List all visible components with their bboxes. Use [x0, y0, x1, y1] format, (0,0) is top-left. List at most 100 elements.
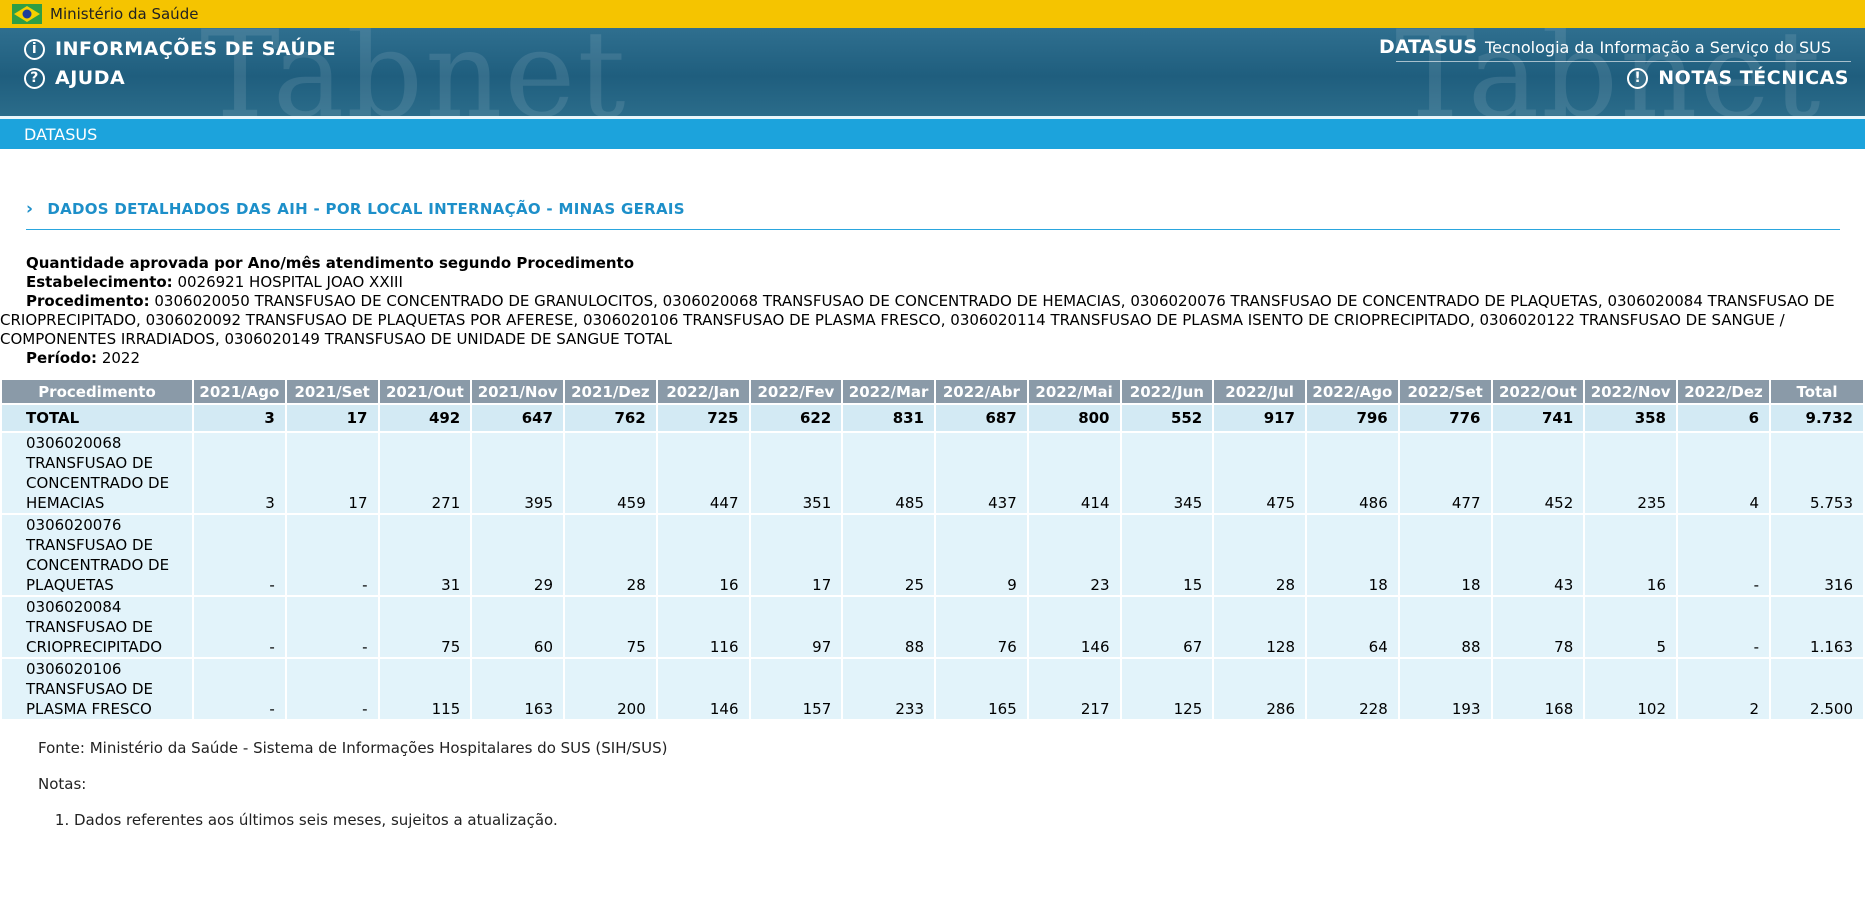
proc-label: Procedimento: — [26, 292, 150, 310]
column-header: Procedimento — [2, 380, 192, 403]
column-header: 2022/Jan — [657, 380, 749, 403]
table-cell: 235 — [1585, 433, 1676, 513]
section-divider — [26, 229, 1840, 230]
period-label: Período: — [26, 349, 98, 367]
table-cell: 200 — [565, 659, 656, 719]
table-cell: 271 — [379, 433, 471, 513]
table-row: 0306020076 TRANSFUSAO DE CONCENTRADO DE … — [2, 515, 1863, 595]
help-link[interactable]: ? AJUDA — [24, 67, 125, 89]
table-cell: 28 — [1214, 515, 1305, 595]
column-header: 2022/Set — [1399, 380, 1491, 403]
table-cell: 725 — [657, 405, 749, 431]
column-header: 2022/Mai — [1028, 380, 1120, 403]
watermark-left: Tabnet — [200, 28, 628, 116]
datasus-strip-link[interactable]: DATASUS — [24, 124, 98, 144]
table-cell: - — [194, 659, 285, 719]
proc-value: 0306020050 TRANSFUSAO DE CONCENTRADO DE … — [0, 292, 1835, 348]
row-label: TOTAL — [2, 405, 192, 431]
table-cell: 776 — [1399, 405, 1491, 431]
table-cell: 193 — [1399, 659, 1491, 719]
table-cell: - — [286, 597, 378, 657]
table-cell: 102 — [1585, 659, 1676, 719]
table-cell: 552 — [1121, 405, 1213, 431]
table-cell: - — [194, 597, 285, 657]
datasus-strip: DATASUS — [0, 116, 1865, 149]
datasus-title[interactable]: DATASUS Tecnologia da Informação a Serviç… — [1379, 36, 1831, 58]
brazil-flag-icon — [12, 4, 42, 24]
table-cell: 3 — [194, 405, 285, 431]
notas-tecnicas-label: NOTAS TÉCNICAS — [1658, 67, 1849, 89]
column-header: 2021/Set — [286, 380, 378, 403]
table-header-row: Procedimento 2021/Ago 2021/Set 2021/Out 2021… — [2, 380, 1863, 403]
column-header: 2022/Jul — [1214, 380, 1305, 403]
column-header: 2022/Abr — [936, 380, 1027, 403]
table-cell: 647 — [472, 405, 563, 431]
info-saude-label: INFORMAÇÕES DE SAÚDE — [55, 38, 337, 60]
table-cell: 492 — [379, 405, 471, 431]
table-cell: 17 — [286, 433, 378, 513]
table-cell: 78 — [1492, 597, 1584, 657]
table-cell: 67 — [1121, 597, 1213, 657]
datasus-brand: DATASUS — [1379, 36, 1478, 58]
footer: Fonte: Ministério da Saúde - Sistema de … — [38, 739, 1865, 829]
table-cell: 75 — [565, 597, 656, 657]
column-header: 2022/Out — [1492, 380, 1584, 403]
column-header: 2022/Fev — [750, 380, 842, 403]
watermark-right: Tabnet — [1395, 28, 1823, 116]
table-cell: 233 — [843, 659, 934, 719]
estab-value: 0026921 HOSPITAL JOAO XXIII — [177, 273, 403, 291]
table-row-total: TOTAL 3 17 492 647 762 725 622 831 687 800 552 917 79… — [2, 405, 1863, 431]
info-icon: i — [24, 38, 45, 60]
table-cell: 316 — [1771, 515, 1863, 595]
section-title: › DADOS DETALHADOS DAS AIH - POR LOCAL I… — [26, 199, 1839, 219]
table-cell: 88 — [843, 597, 934, 657]
table-cell: 831 — [843, 405, 934, 431]
table-cell: 459 — [565, 433, 656, 513]
notas-tecnicas-link[interactable]: ! NOTAS TÉCNICAS — [1627, 67, 1849, 89]
desc-estabelecimento: Estabelecimento: 0026921 HOSPITAL JOAO X… — [0, 273, 1865, 292]
table-cell: 486 — [1307, 433, 1398, 513]
results-table: Procedimento 2021/Ago 2021/Set 2021/Out 2021… — [0, 378, 1865, 721]
table-cell: 358 — [1585, 405, 1676, 431]
desc-periodo: Período: 2022 — [0, 349, 1865, 368]
table-cell: 15 — [1121, 515, 1213, 595]
table-cell: 286 — [1214, 659, 1305, 719]
table-cell: 414 — [1028, 433, 1120, 513]
desc-title: Quantidade aprovada por Ano/mês atendime… — [26, 254, 635, 272]
table-cell: 17 — [750, 515, 842, 595]
table-cell: 163 — [472, 659, 563, 719]
table-row: 0306020068 TRANSFUSAO DE CONCENTRADO DE … — [2, 433, 1863, 513]
column-header: Total — [1771, 380, 1863, 403]
table-cell: 4 — [1678, 433, 1769, 513]
table-cell: 477 — [1399, 433, 1491, 513]
table-cell: 146 — [657, 659, 749, 719]
table-cell: - — [286, 659, 378, 719]
table-cell: 395 — [472, 433, 563, 513]
desc-procedimento: Procedimento: 0306020050 TRANSFUSAO DE C… — [0, 292, 1865, 349]
table-cell: - — [1678, 597, 1769, 657]
table-cell: 762 — [565, 405, 656, 431]
table-cell: 17 — [286, 405, 378, 431]
table-cell: 796 — [1307, 405, 1398, 431]
table-cell: 452 — [1492, 433, 1584, 513]
table-cell: 437 — [936, 433, 1027, 513]
table-cell: - — [286, 515, 378, 595]
table-cell: 6 — [1678, 405, 1769, 431]
info-saude-link[interactable]: i INFORMAÇÕES DE SAÚDE — [24, 38, 336, 60]
estab-label: Estabelecimento: — [26, 273, 173, 291]
table-cell: 28 — [565, 515, 656, 595]
table-cell: 1.163 — [1771, 597, 1863, 657]
gov-bar: Ministério da Saúde — [0, 0, 1865, 28]
table-cell: 23 — [1028, 515, 1120, 595]
table-cell: 116 — [657, 597, 749, 657]
table-cell: 485 — [843, 433, 934, 513]
ministry-link[interactable]: Ministério da Saúde — [50, 5, 199, 23]
help-label: AJUDA — [55, 67, 126, 89]
table-cell: 18 — [1399, 515, 1491, 595]
alert-icon: ! — [1627, 67, 1649, 89]
table-cell: 88 — [1399, 597, 1491, 657]
datasus-tagline: Tecnologia da Informação a Serviço do SU… — [1485, 38, 1831, 57]
chevron-right-icon: › — [26, 199, 34, 219]
column-header: 2021/Dez — [565, 380, 656, 403]
column-header: 2021/Ago — [194, 380, 285, 403]
